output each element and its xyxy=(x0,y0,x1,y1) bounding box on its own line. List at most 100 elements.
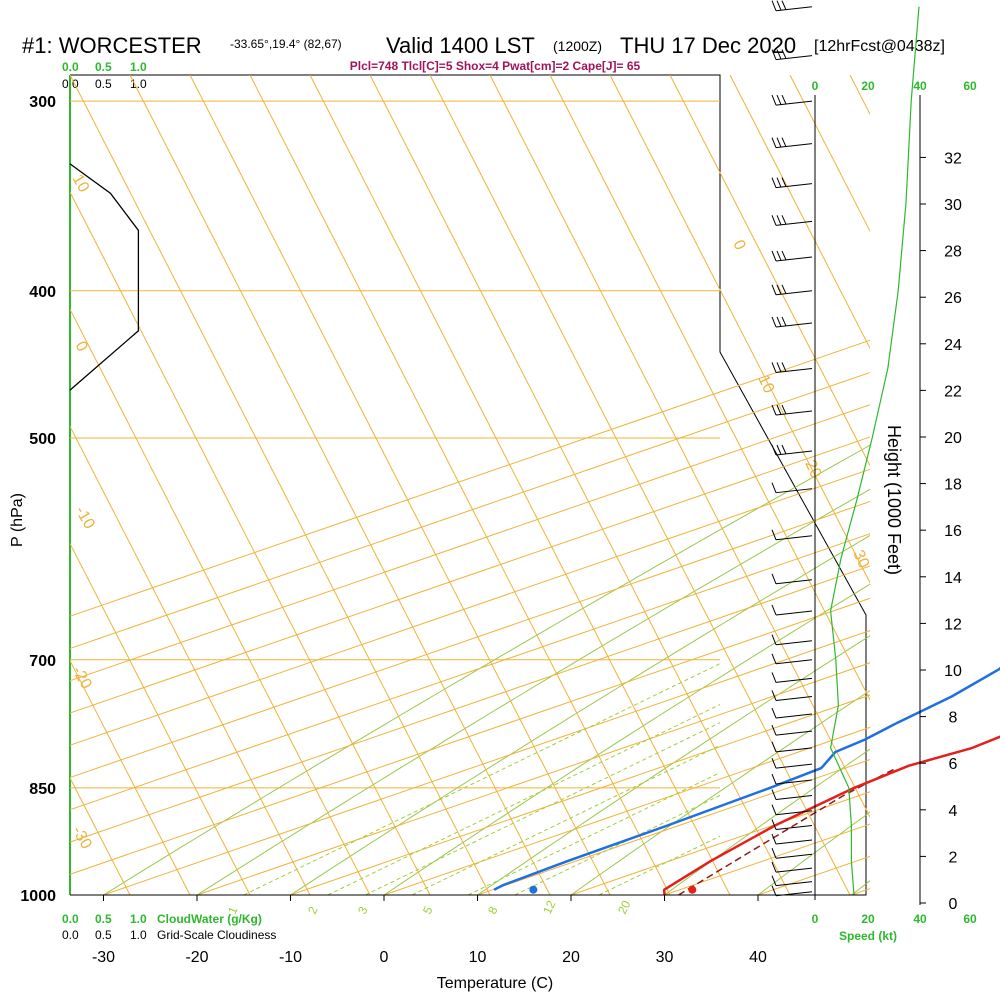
wind-barb xyxy=(771,94,813,106)
isotherm-label: 0 xyxy=(729,238,748,253)
wind-barb-feather xyxy=(771,0,777,11)
wind-barb xyxy=(771,444,813,456)
dewpoint-line xyxy=(493,666,1000,891)
temp-tick-label: -20 xyxy=(185,949,208,966)
wind-barb xyxy=(771,573,813,585)
moist-adiabat-line xyxy=(70,75,491,895)
cloud-water-layer xyxy=(69,163,140,391)
isotherm-label: -10 xyxy=(72,504,98,533)
height-tick-label: 2 xyxy=(949,849,958,866)
mixing-ratio-label: 20 xyxy=(615,898,633,916)
forecast-info: [12hrFcst@0438z] xyxy=(814,38,945,55)
wind-barb-staff xyxy=(775,256,813,262)
wind-barb-feather xyxy=(771,741,777,753)
wind-barb xyxy=(771,848,813,859)
wind-barb xyxy=(771,833,813,845)
moist-adiabat-line xyxy=(70,893,71,895)
isotherm-line xyxy=(70,565,870,843)
mixing-ratio-label: 5 xyxy=(420,904,436,916)
moist-adiabat-line xyxy=(70,191,431,895)
isotherm-line xyxy=(103,630,870,895)
dry-adiabat-line xyxy=(664,748,870,895)
profile-layer xyxy=(493,666,1000,896)
moist-adiabat-line xyxy=(489,75,870,819)
mixing-ratio-line xyxy=(327,703,720,895)
wind-barb-feather xyxy=(776,94,782,105)
speed-axis-label: Speed (kt) xyxy=(839,929,897,943)
wind-barb xyxy=(771,707,813,719)
wind-layer xyxy=(771,0,920,900)
speed-tick-top-0: 0 xyxy=(812,79,819,93)
wind-barb xyxy=(771,529,813,541)
isotherm-line xyxy=(383,726,870,895)
wind-barb-feather xyxy=(771,316,777,328)
wind-barb-staff xyxy=(775,825,813,831)
mixing-ratio-line xyxy=(598,835,720,895)
temp-tick-label: 40 xyxy=(749,949,767,966)
isotherm-line xyxy=(851,888,870,895)
wind-barb-staff xyxy=(775,795,813,801)
wind-barb-staff xyxy=(775,367,813,373)
surface-temperature-point xyxy=(688,885,697,894)
wind-barb-staff xyxy=(775,610,813,616)
wind-barb-staff xyxy=(775,535,813,541)
wind-barb-feather xyxy=(771,653,777,664)
cloud-water-tick-top-1: 0.5 xyxy=(95,60,112,74)
cloud-water-tick-top-2: 1.0 xyxy=(130,60,147,74)
wind-barb-feather xyxy=(771,833,777,845)
mixing-ratio-line xyxy=(411,744,720,895)
mixing-ratio-label: 3 xyxy=(355,904,371,916)
wind-barb xyxy=(771,215,813,226)
wind-barb-staff xyxy=(775,810,813,816)
wind-barb xyxy=(771,885,813,897)
isotherm-line xyxy=(70,339,870,617)
height-tick-label: 20 xyxy=(944,430,962,447)
mixing-ratio-label: 2 xyxy=(305,904,321,916)
wind-barb-staff xyxy=(775,695,813,701)
isotherm-line xyxy=(70,404,870,682)
wind-barb-feather xyxy=(771,215,777,226)
isotherm-line xyxy=(70,533,870,811)
moist-adiabat-line xyxy=(189,75,611,895)
mixing-ratio-lines xyxy=(243,663,720,895)
wind-barb-feather xyxy=(771,773,777,785)
isotherm-line xyxy=(70,597,870,875)
temp-tick-label: -30 xyxy=(92,949,115,966)
cloudiness-tick-bottom-0: 0.0 xyxy=(62,928,79,942)
cloud-water-tick-bottom-1: 0.5 xyxy=(95,912,112,926)
isotherms xyxy=(70,75,870,895)
wind-barb-staff xyxy=(775,6,813,12)
cloudiness-tick-top-1: 0.5 xyxy=(95,77,112,91)
dry-adiabat-line xyxy=(290,534,870,895)
speed-tick-top-1: 20 xyxy=(861,79,875,93)
wind-barb-feather xyxy=(781,316,787,327)
moist-adiabat-line xyxy=(849,75,870,116)
height-tick-label: 8 xyxy=(949,710,958,727)
pressure-tick-label: 700 xyxy=(29,653,56,670)
isotherm-line xyxy=(477,759,870,895)
wind-barb xyxy=(771,653,813,665)
wind-barb-feather xyxy=(771,49,777,60)
wind-barb-feather xyxy=(771,804,777,815)
axes-layer: 2503004005007008501000-30-20-10010203040… xyxy=(20,94,962,966)
height-tick-label: 0 xyxy=(949,896,958,913)
wind-barb xyxy=(771,819,813,831)
wind-barb-feather xyxy=(776,444,782,455)
height-tick-label: 16 xyxy=(944,523,962,540)
wind-barb-feather xyxy=(781,444,787,455)
dry-adiabat-line xyxy=(196,488,870,895)
wind-barb-staff xyxy=(775,881,813,887)
wind-barb-staff xyxy=(775,640,813,646)
dry-adiabat-line xyxy=(757,811,870,895)
height-tick-label: 12 xyxy=(944,616,962,633)
isotherm-label: 10 xyxy=(754,373,777,396)
wind-barb-staff xyxy=(775,867,813,873)
wind-barb-staff xyxy=(775,839,813,845)
wind-barb-staff xyxy=(775,579,813,585)
isotherm-line xyxy=(70,468,870,746)
isotherm-label: -20 xyxy=(69,664,95,693)
wind-barb-feather xyxy=(776,250,782,261)
height-tick-label: 18 xyxy=(944,477,962,494)
